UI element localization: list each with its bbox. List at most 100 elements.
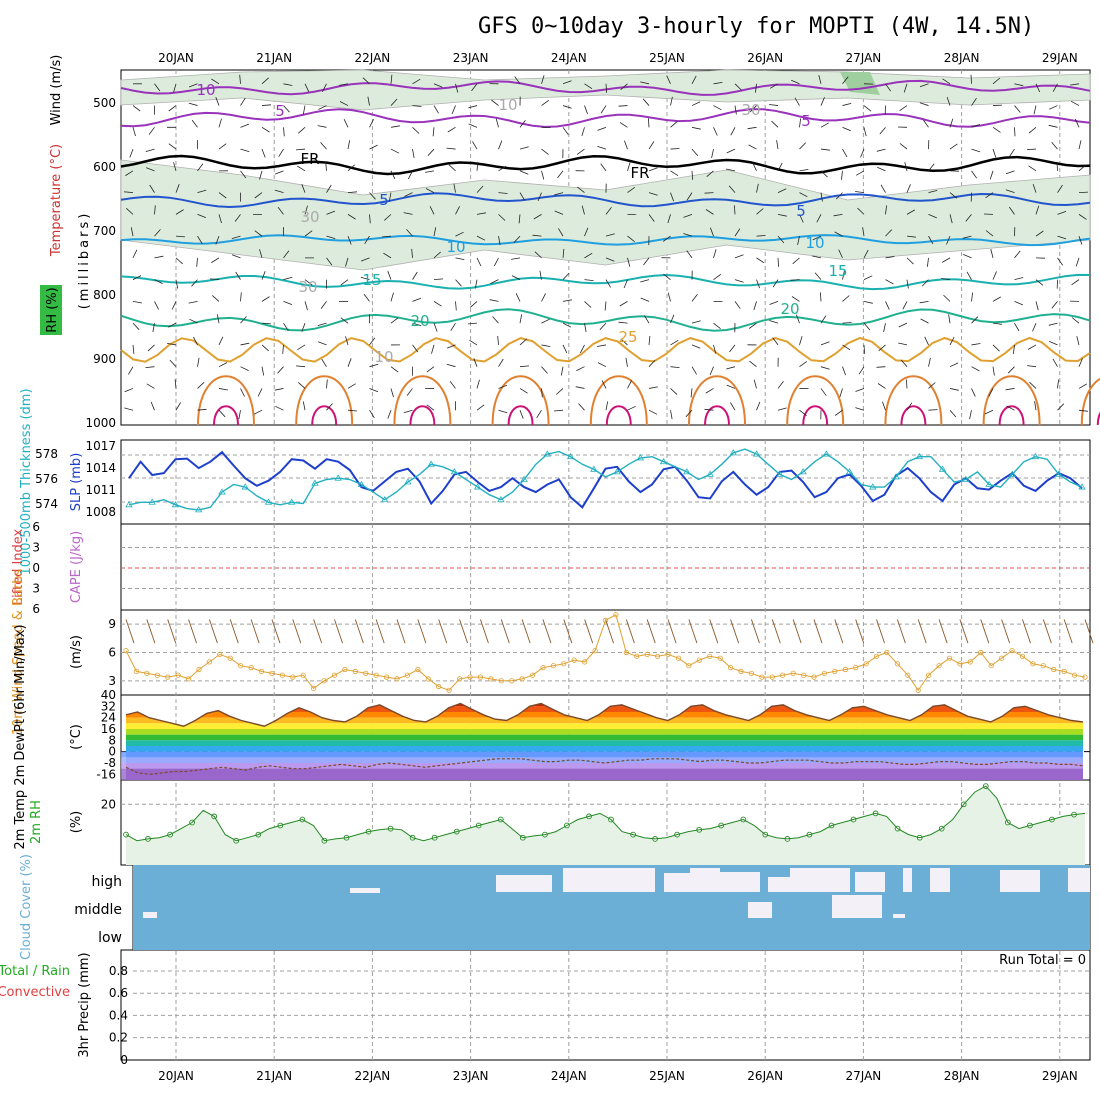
temp-ramp-band bbox=[126, 740, 1083, 746]
wind-barb bbox=[769, 301, 779, 305]
cloud-gap bbox=[855, 872, 885, 892]
dewpt-ramp-band bbox=[121, 768, 1083, 780]
temp-tick: 8 bbox=[108, 733, 116, 747]
wind-barb bbox=[577, 186, 585, 193]
wind-barb bbox=[455, 301, 457, 311]
wind-barb bbox=[584, 301, 592, 308]
isotherm-line bbox=[120, 234, 1091, 247]
wind-barb bbox=[175, 402, 181, 411]
wind-barb bbox=[922, 119, 929, 128]
wind-barb bbox=[1078, 140, 1082, 150]
wind-speed-point bbox=[613, 612, 619, 618]
wind-barb bbox=[605, 257, 615, 262]
wind-barb bbox=[261, 126, 270, 133]
wind-barb bbox=[302, 105, 306, 115]
wind-barb bbox=[814, 272, 822, 280]
wind-barb bbox=[539, 270, 542, 280]
wind-barb bbox=[879, 127, 886, 135]
wind-barb-10m bbox=[438, 619, 448, 644]
wind-barb bbox=[197, 408, 207, 411]
wind-barb bbox=[902, 301, 908, 310]
wind-barb bbox=[820, 292, 822, 302]
thickness-point bbox=[520, 475, 528, 482]
temp-ramp-band bbox=[126, 729, 1083, 735]
temp-ramp-band bbox=[126, 746, 1083, 752]
wind-barb bbox=[343, 119, 349, 128]
wind-barb bbox=[541, 75, 545, 84]
wind-barb bbox=[906, 279, 909, 289]
wind-barb bbox=[928, 409, 938, 411]
wind-barb bbox=[648, 359, 656, 367]
isotherm-line bbox=[120, 79, 1091, 96]
wind-barb-10m bbox=[792, 619, 802, 644]
wind-barb bbox=[842, 322, 852, 324]
temp-ramp-band bbox=[126, 734, 1083, 741]
wind-barb bbox=[1049, 105, 1058, 110]
contour-label: 5 bbox=[275, 102, 285, 120]
wind-barb bbox=[425, 188, 435, 193]
wind-barb bbox=[390, 74, 393, 84]
thickness-point bbox=[1008, 470, 1016, 477]
wind-barb bbox=[390, 366, 399, 373]
rh-shading bbox=[120, 159, 1091, 271]
wind-barb bbox=[970, 74, 972, 84]
wind-barb bbox=[949, 192, 958, 199]
wind-barb bbox=[553, 409, 564, 412]
wind-barb bbox=[906, 235, 916, 238]
wind-barb bbox=[686, 192, 693, 201]
wind-barb bbox=[390, 317, 399, 324]
wind-barb bbox=[597, 126, 607, 131]
wind-barb bbox=[275, 405, 284, 411]
wind-barb bbox=[274, 170, 284, 175]
wind-barb-10m bbox=[646, 619, 656, 644]
wind-barb bbox=[971, 124, 981, 128]
wind-barb-10m bbox=[625, 619, 635, 644]
wind-barb bbox=[794, 97, 800, 106]
wind-barb-10m bbox=[188, 619, 197, 644]
wind-barb bbox=[756, 279, 760, 289]
wind-barb bbox=[347, 409, 358, 412]
wind-barb bbox=[838, 249, 843, 259]
wind-barb bbox=[906, 209, 915, 215]
wind-barb bbox=[369, 388, 379, 393]
day-label-top: 20JAN bbox=[158, 51, 194, 65]
surface-isotherm bbox=[802, 405, 829, 426]
wind-barb bbox=[769, 320, 779, 324]
li-tick: 6 bbox=[32, 602, 40, 616]
wind-barb bbox=[969, 410, 972, 420]
wind-barb bbox=[898, 342, 908, 346]
wind-barb bbox=[189, 318, 198, 324]
surface-isotherm bbox=[998, 405, 1025, 426]
wind-barb bbox=[433, 323, 438, 332]
wind-barb-10m bbox=[396, 619, 406, 644]
wind-barb bbox=[748, 322, 757, 329]
wind-barb bbox=[670, 314, 675, 324]
wind-barb bbox=[618, 105, 628, 107]
li-tick: 3 bbox=[32, 582, 40, 596]
wind-barb bbox=[839, 388, 843, 398]
precip-tick: 0.6 bbox=[109, 986, 128, 1000]
wind-barb bbox=[623, 279, 628, 289]
wind-barb bbox=[261, 296, 270, 302]
wind-barb bbox=[648, 409, 658, 415]
wind-barb bbox=[625, 357, 628, 367]
wind-barb bbox=[777, 213, 787, 217]
day-label-bottom: 20JAN bbox=[158, 1069, 194, 1083]
wind-barb bbox=[710, 227, 714, 237]
wind-barb bbox=[1052, 358, 1058, 367]
slp-tick: 1011 bbox=[85, 483, 116, 497]
wind-barb bbox=[369, 409, 375, 419]
wind-barb bbox=[1078, 191, 1089, 193]
wind-barb bbox=[240, 148, 250, 152]
wind-barb bbox=[842, 103, 852, 106]
wind-tick: 9 bbox=[108, 617, 116, 631]
wind-barb bbox=[231, 235, 241, 239]
wind-barb bbox=[1035, 83, 1041, 93]
wind-barb bbox=[971, 388, 976, 397]
contour-label: 5 bbox=[379, 191, 389, 209]
wind-barb bbox=[278, 148, 284, 157]
rh-tick: 20 bbox=[101, 797, 116, 811]
li-tick: 0 bbox=[32, 561, 40, 575]
wind-barb bbox=[619, 122, 628, 128]
wind-barb bbox=[820, 170, 828, 178]
